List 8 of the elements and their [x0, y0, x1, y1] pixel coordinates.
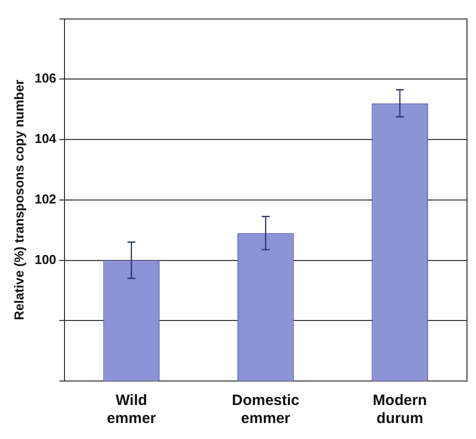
y-tick-label: 104 — [34, 131, 58, 146]
y-axis-title: Relative (%) transposons copy number — [11, 80, 26, 320]
x-tick-label: Modern durum — [372, 392, 427, 428]
y-tick-label: 102 — [34, 191, 56, 206]
x-tick-label: Domestic emmer — [232, 392, 300, 428]
y-tick-label: 106 — [34, 70, 56, 86]
x-tick-label: Wild emmer — [106, 392, 156, 428]
y-tick-label: 100 — [34, 252, 56, 267]
